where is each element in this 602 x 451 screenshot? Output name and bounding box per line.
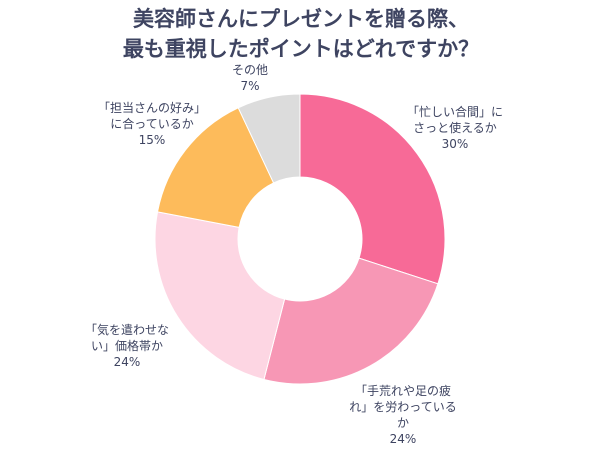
label-slice-2: 「気を遣わせな い」価格帯か 24%: [84, 323, 169, 369]
title-line-1: 美容師さんにプレゼントを贈る際、: [133, 7, 469, 31]
label-slice-0: 「忙しい合間」に さっと使えるか 30%: [406, 105, 503, 151]
label-slice-4: その他 7%: [231, 63, 268, 93]
donut-slice-2: [154, 211, 286, 381]
donut-slice-3: [156, 107, 275, 228]
label-slice-3: 「担当さんの好み」 に合っているか 15%: [97, 101, 206, 147]
title-line-2: 最も重視したポイントはどれですか？: [122, 37, 480, 61]
label-slice-1: 「手荒れや足の疲 れ」を労わっている か 24%: [349, 384, 457, 446]
donut-slice-1: [263, 257, 439, 385]
donut-slice-4: [237, 93, 301, 184]
chart-title: 美容師さんにプレゼントを贈る際、 最も重視したポイントはどれですか？: [0, 4, 602, 64]
donut-slice-0: [299, 93, 446, 285]
